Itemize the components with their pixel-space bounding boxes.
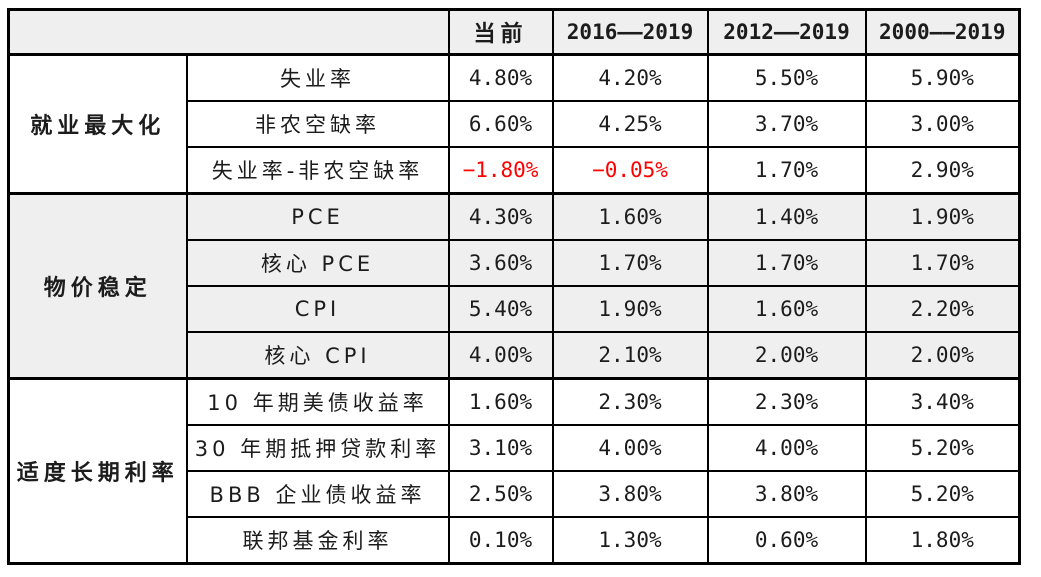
value-cell: 3.10% bbox=[447, 424, 554, 472]
column-header-2016-2019: 2016——2019 bbox=[551, 8, 709, 56]
group-label-price-stability: 物价稳定 bbox=[7, 192, 188, 380]
row-label-core-pce: 核心 PCE bbox=[185, 239, 450, 287]
row-label-core-cpi: 核心 CPI bbox=[185, 331, 450, 380]
table-row: 就业最大化 失业率 4.80% 4.20% 5.50% 5.90% bbox=[7, 53, 1021, 195]
table-row: 非农空缺率 6.60% 4.25% 3.70% 3.00% bbox=[9, 100, 1021, 148]
value-cell: 1.30% bbox=[551, 516, 709, 565]
row-label-unemployment: 失业率 bbox=[185, 53, 450, 102]
column-header-2012-2019: 2012——2019 bbox=[706, 8, 867, 56]
value-cell: 2.00% bbox=[864, 331, 1021, 380]
value-cell: 4.00% bbox=[551, 424, 709, 472]
value-cell: 4.25% bbox=[551, 100, 709, 148]
value-cell: 4.30% bbox=[447, 192, 554, 241]
value-cell: 1.70% bbox=[551, 239, 709, 287]
column-header-current: 当前 bbox=[447, 8, 554, 56]
value-cell: 4.00% bbox=[447, 331, 554, 380]
group-label-employment: 就业最大化 bbox=[7, 53, 188, 195]
group-label-long-term-rates: 适度长期利率 bbox=[7, 377, 188, 565]
value-cell: 1.90% bbox=[551, 285, 709, 333]
value-cell: 2.50% bbox=[447, 470, 554, 518]
value-cell: 0.60% bbox=[706, 516, 867, 565]
value-cell: 1.60% bbox=[706, 285, 867, 333]
value-cell: 4.80% bbox=[447, 53, 554, 102]
value-cell: 5.50% bbox=[706, 53, 867, 102]
row-label-fed-funds: 联邦基金利率 bbox=[185, 516, 450, 565]
value-cell: 2.90% bbox=[864, 146, 1021, 195]
table-row: 失业率-非农空缺率 −1.80% −0.05% 1.70% 2.90% bbox=[9, 146, 1021, 195]
value-cell: 1.60% bbox=[447, 377, 554, 426]
value-cell: 4.00% bbox=[706, 424, 867, 472]
value-cell-negative: −1.80% bbox=[447, 146, 554, 195]
value-cell: 1.80% bbox=[864, 516, 1021, 565]
corner-cell bbox=[7, 8, 450, 56]
value-cell: 1.70% bbox=[864, 239, 1021, 287]
value-cell: 3.70% bbox=[706, 100, 867, 148]
value-cell: 2.30% bbox=[551, 377, 709, 426]
header-row: 当前 2016——2019 2012——2019 2000——2019 bbox=[7, 8, 1021, 56]
value-cell: 6.60% bbox=[447, 100, 554, 148]
value-cell: 1.40% bbox=[706, 192, 867, 241]
value-cell: 5.40% bbox=[447, 285, 554, 333]
value-cell: 2.20% bbox=[864, 285, 1021, 333]
table-row: 适度长期利率 10 年期美债收益率 1.60% 2.30% 2.30% 3.40… bbox=[7, 377, 1021, 565]
value-cell: 3.00% bbox=[864, 100, 1021, 148]
value-cell: 5.20% bbox=[864, 470, 1021, 518]
value-cell: 2.10% bbox=[551, 331, 709, 380]
value-cell: 1.70% bbox=[706, 239, 867, 287]
value-cell: 3.80% bbox=[706, 470, 867, 518]
table-row: 物价稳定 PCE 4.30% 1.60% 1.40% 1.90% bbox=[7, 192, 1021, 380]
value-cell: 1.60% bbox=[551, 192, 709, 241]
value-cell: 1.90% bbox=[864, 192, 1021, 241]
row-label-cpi: CPI bbox=[185, 285, 450, 333]
table-row: CPI 5.40% 1.90% 1.60% 2.20% bbox=[9, 285, 1021, 333]
value-cell: 5.90% bbox=[864, 53, 1021, 102]
table-row: 30 年期抵押贷款利率 3.10% 4.00% 4.00% 5.20% bbox=[9, 424, 1021, 472]
row-label-30y-mortgage: 30 年期抵押贷款利率 bbox=[185, 424, 450, 472]
value-cell: 5.20% bbox=[864, 424, 1021, 472]
value-cell: 4.20% bbox=[551, 53, 709, 102]
value-cell: 3.60% bbox=[447, 239, 554, 287]
row-label-unemployment-minus-vacancy: 失业率-非农空缺率 bbox=[185, 146, 450, 195]
value-cell: 2.00% bbox=[706, 331, 867, 380]
row-label-10y-treasury: 10 年期美债收益率 bbox=[185, 377, 450, 426]
row-label-bbb-corporate: BBB 企业债收益率 bbox=[185, 470, 450, 518]
table-row: 联邦基金利率 0.10% 1.30% 0.60% 1.80% bbox=[9, 516, 1021, 565]
value-cell: 3.80% bbox=[551, 470, 709, 518]
row-label-vacancy-rate: 非农空缺率 bbox=[185, 100, 450, 148]
column-header-2000-2019: 2000——2019 bbox=[864, 8, 1021, 56]
policy-metrics-table: 当前 2016——2019 2012——2019 2000——2019 就业最大… bbox=[7, 8, 1021, 565]
table-row: BBB 企业债收益率 2.50% 3.80% 3.80% 5.20% bbox=[9, 470, 1021, 518]
row-label-pce: PCE bbox=[185, 192, 450, 241]
value-cell: 0.10% bbox=[447, 516, 554, 565]
value-cell: 2.30% bbox=[706, 377, 867, 426]
value-cell-negative: −0.05% bbox=[551, 146, 709, 195]
table-row: 核心 CPI 4.00% 2.10% 2.00% 2.00% bbox=[9, 331, 1021, 380]
value-cell: 1.70% bbox=[706, 146, 867, 195]
table-row: 核心 PCE 3.60% 1.70% 1.70% 1.70% bbox=[9, 239, 1021, 287]
value-cell: 3.40% bbox=[864, 377, 1021, 426]
